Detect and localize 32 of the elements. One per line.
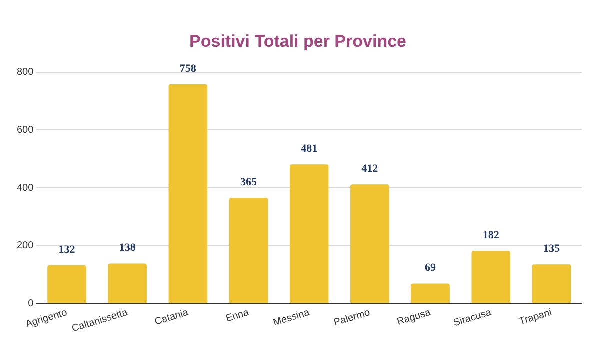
y-tick-label: 200 [16,240,34,252]
bar [168,84,208,304]
bar [532,264,572,304]
x-tick-label: Siracusa [452,307,494,330]
data-label: 412 [362,162,379,175]
x-tick-label: Trapani [518,307,554,328]
data-label: 758 [180,62,197,75]
x-tick-label: Enna [224,307,251,325]
y-tick-label: 600 [16,124,34,136]
data-label: 138 [119,242,136,254]
data-label: 365 [240,176,258,189]
chart-title: Positivi Totali per Province [190,32,406,51]
x-tick-label: Agrigento [24,307,70,330]
bar [229,198,268,304]
data-label: 182 [482,229,500,242]
bar [350,184,390,304]
bar [108,264,147,304]
x-tick-label: Ragusa [396,307,433,328]
data-label: 481 [301,142,318,155]
y-tick-label: 800 [16,67,34,78]
bar [48,266,86,304]
x-tick-label: Messina [272,307,312,329]
data-label: 69 [425,262,437,274]
y-tick-label: 400 [16,182,34,194]
bar [290,164,329,304]
bar [472,251,511,304]
data-label: 132 [58,244,76,256]
x-tick-label: Palermo [332,307,372,329]
y-tick-label: 0 [28,298,34,310]
data-label: 135 [543,243,560,256]
bar [411,284,450,304]
x-tick-label: Catania [154,307,190,328]
